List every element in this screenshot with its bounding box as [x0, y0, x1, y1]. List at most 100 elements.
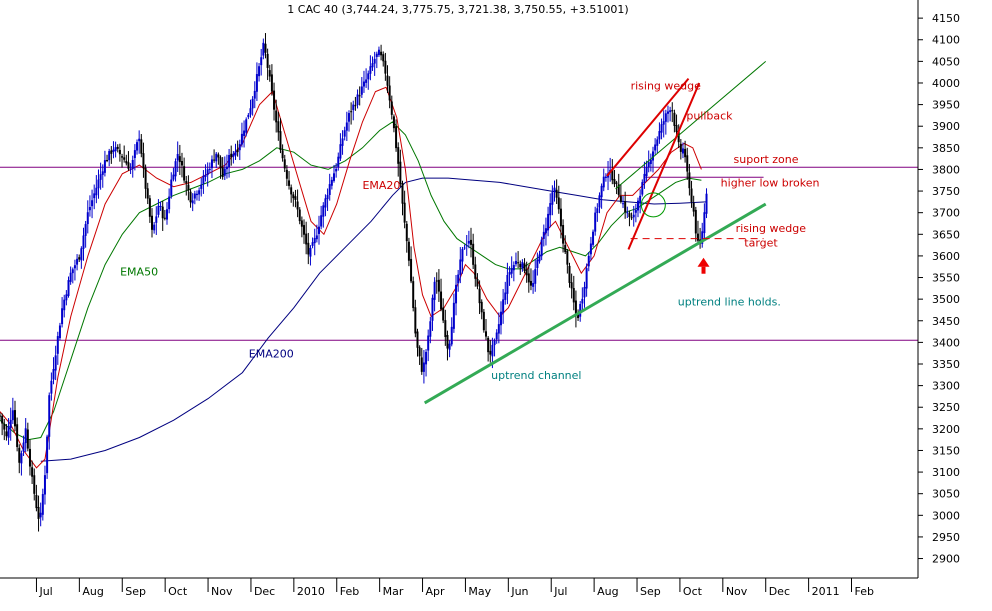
candle	[136, 139, 139, 155]
x-tick-label: 2010	[297, 585, 325, 598]
candle	[142, 142, 145, 178]
candle	[508, 266, 511, 286]
candle	[315, 224, 318, 243]
candle	[703, 203, 706, 239]
candle	[525, 261, 528, 283]
candle	[401, 180, 404, 216]
candle	[219, 155, 222, 179]
candle	[562, 219, 565, 253]
annotation-label: rising wedge	[631, 79, 702, 92]
candle	[459, 247, 462, 284]
candle	[358, 86, 361, 106]
candle	[76, 254, 79, 271]
x-tick-label: Mar	[383, 585, 404, 598]
candle	[611, 159, 614, 185]
candle	[684, 140, 687, 163]
candle	[412, 276, 415, 312]
candle	[613, 169, 616, 188]
candle	[634, 203, 637, 223]
candle	[671, 102, 674, 123]
candle	[322, 202, 325, 228]
candle	[626, 206, 629, 218]
candle	[307, 232, 310, 265]
candle	[240, 122, 243, 148]
candle	[275, 99, 278, 133]
x-tick-label: Oct	[168, 585, 188, 598]
candle	[221, 157, 224, 180]
candle	[568, 262, 571, 288]
y-tick-label: 3650	[932, 228, 960, 241]
candle	[41, 488, 44, 521]
candle	[527, 265, 530, 293]
candle	[140, 134, 143, 158]
candle	[262, 38, 265, 60]
candle	[223, 156, 226, 181]
candle	[699, 227, 702, 249]
candle	[234, 143, 237, 160]
candle	[332, 164, 335, 183]
candle	[151, 208, 154, 238]
wedge-lower-line	[627, 82, 701, 250]
candle	[701, 222, 704, 248]
candle	[213, 149, 216, 163]
candle	[28, 439, 31, 476]
candle	[39, 502, 42, 527]
candle	[337, 152, 340, 171]
candle	[497, 312, 500, 344]
candle	[474, 256, 477, 287]
candle	[43, 465, 46, 505]
candle	[397, 142, 400, 177]
candle	[619, 184, 622, 204]
candle	[22, 435, 25, 456]
candle	[551, 185, 554, 216]
candle	[482, 308, 485, 333]
candle	[236, 140, 239, 157]
candle	[285, 165, 288, 186]
candle	[170, 172, 173, 199]
candle	[369, 55, 372, 81]
candle	[371, 56, 374, 71]
candle	[641, 179, 644, 197]
candle	[103, 150, 106, 177]
ema200-line	[40, 177, 706, 462]
candle	[283, 154, 286, 173]
candle	[54, 345, 57, 381]
candle	[649, 153, 652, 172]
candle	[7, 418, 10, 445]
candle	[195, 190, 198, 201]
candle	[658, 122, 661, 144]
candle	[146, 182, 149, 205]
candle	[339, 133, 342, 162]
candle	[118, 143, 121, 162]
candle	[506, 262, 509, 305]
candle	[442, 298, 445, 324]
candle	[292, 191, 295, 207]
y-tick-label: 2950	[932, 531, 960, 544]
candle	[298, 207, 301, 225]
candle	[129, 163, 132, 175]
candle	[58, 322, 61, 341]
price-candles	[0, 33, 708, 532]
candle	[1, 413, 4, 436]
candle	[208, 162, 211, 174]
x-tick-label: Feb	[340, 585, 359, 598]
candle	[131, 155, 134, 178]
candle	[692, 195, 695, 217]
candle	[594, 206, 597, 236]
candle	[20, 450, 23, 476]
y-tick-label: 3400	[932, 336, 960, 349]
candle	[313, 228, 316, 256]
candle	[705, 188, 708, 219]
candle	[73, 259, 76, 281]
candle	[677, 124, 680, 149]
candle	[345, 111, 348, 141]
candle	[476, 273, 479, 290]
up-arrow-icon	[697, 257, 710, 267]
candle	[429, 316, 432, 344]
candle	[300, 216, 303, 238]
candle	[249, 99, 252, 118]
candle	[61, 297, 64, 328]
candle	[529, 268, 532, 291]
candle	[585, 263, 588, 297]
candle	[343, 126, 346, 141]
